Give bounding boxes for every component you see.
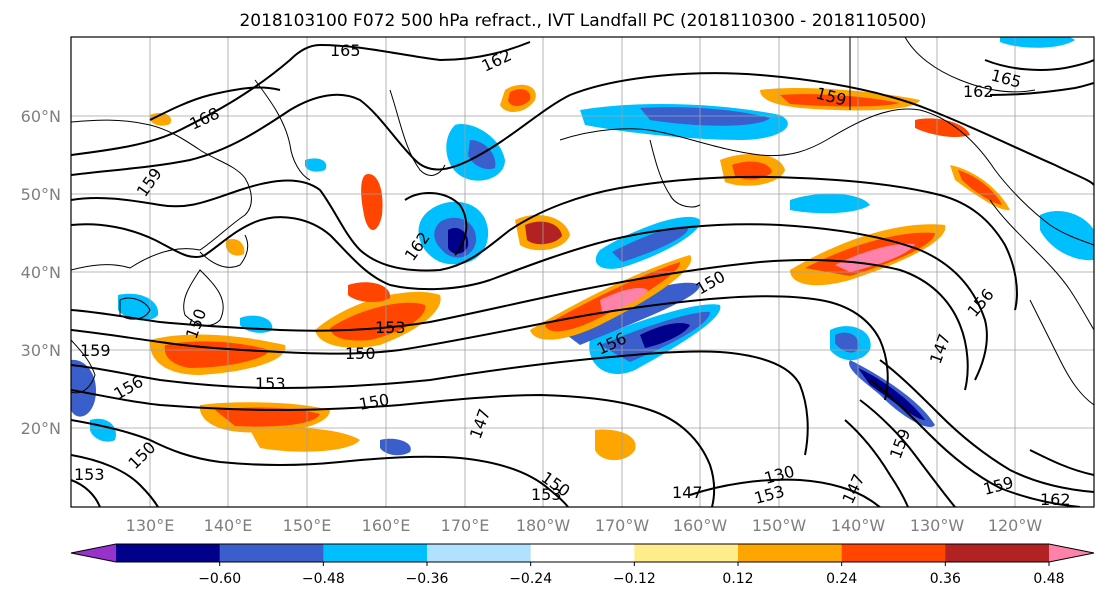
anomaly-blob [226,238,245,256]
contour-label: 147 [672,483,703,502]
colorbar-tick-label: −0.36 [406,571,449,587]
map-title: 2018103100 F072 500 hPa refract., IVT La… [239,11,926,31]
lon-label: 160°W [673,516,728,535]
anomaly-blob [330,302,426,341]
lon-label: 170°E [441,516,490,535]
anomaly-blob [595,429,636,461]
lon-label: 170°W [595,516,650,535]
colorbar-tick-label: −0.60 [198,571,241,587]
contour-label: 153 [255,374,286,393]
lon-label: 160°E [362,516,411,535]
latitude-labels: 60°N 50°N 40°N 30°N 20°N [21,107,61,438]
anomaly-blob [600,288,648,312]
lon-label: 130°W [910,516,965,535]
colorbar-tick-labels: −0.60 −0.48 −0.36 −0.24 −0.12 0.12 0.24 0.36 0.4… [198,571,1064,587]
contour-label: 159 [80,341,111,360]
longitude-labels: 130°E 140°E 150°E 160°E 170°E 180°W 170°… [126,516,1043,535]
anomaly-blob [508,89,531,106]
lon-label: 150°E [283,516,332,535]
contour-label: 150 [345,344,376,363]
lon-label: 180°W [516,516,571,535]
anomaly-blob [361,174,383,230]
colorbar-tick-label: 0.12 [722,571,753,587]
colorbar-swatch [427,544,532,562]
colorbar-swatch [116,544,221,562]
map-frame [70,36,1095,508]
anomaly-blob [640,107,770,126]
contour-label: 153 [74,465,105,484]
anomaly-blob [250,427,360,452]
colorbar-swatch [530,544,635,562]
colorbar-swatch [634,544,739,562]
colorbar-extend-max [1049,544,1094,562]
contour-label: 162 [1040,490,1071,509]
colorbar-swatch [945,544,1050,562]
anomaly-blob [790,193,870,214]
lon-label: 120°W [988,516,1043,535]
colorbar-tick-label: −0.12 [613,571,656,587]
anomaly-blob [780,94,900,107]
colorbar-tick-label: 0.36 [930,571,961,587]
anomaly-blob [71,359,96,417]
anomaly-blob [835,332,859,353]
lon-label: 130°E [126,516,175,535]
colorbar-swatch [738,544,843,562]
coastlines [71,37,1094,406]
graticule [71,37,1094,507]
contour-label: 153 [531,485,562,504]
colorbar-swatch [323,544,428,562]
lat-label: 50°N [21,185,61,204]
lon-label: 140°E [204,516,253,535]
anomaly-blob [380,438,411,456]
colorbar-swatch [841,544,946,562]
lat-label: 40°N [21,263,61,282]
anomaly-blob [118,293,159,321]
anomaly-blob [640,323,690,348]
anomaly-blob [560,282,700,345]
anomaly-blob [612,226,689,262]
anomaly-blob [858,368,925,420]
anomaly-blob [448,227,469,254]
lon-label: 150°W [752,516,807,535]
anomaly-blob [1040,210,1094,261]
lon-label: 140°W [831,516,886,535]
contour-label: 165 [330,41,361,60]
anomaly-blob [835,243,915,272]
lat-label: 30°N [21,341,61,360]
contour-label: 162 [963,82,994,101]
colorbar-swatch [219,544,324,562]
anomaly-blob [1000,37,1075,48]
lat-label: 20°N [21,419,61,438]
colorbar-tick-label: −0.24 [509,571,552,587]
anomaly-blob [305,158,327,172]
anomaly-blob [215,407,320,427]
lat-label: 60°N [21,107,61,126]
anomaly-blob [164,341,270,368]
colorbar-extend-min [71,544,116,562]
colorbar-outline [70,543,1095,563]
contour-label: 153 [375,318,406,337]
colorbar-tick-label: 0.48 [1033,571,1064,587]
colorbar-tick-label: −0.48 [302,571,345,587]
height-contours [71,41,1094,507]
anomaly-blob [732,161,772,180]
map-content: 165 162 168 159 162 159 153 150 156 153 … [71,37,1094,509]
anomaly-blob [525,221,562,245]
anomaly-blob [958,170,1002,205]
anomaly-blob [915,118,970,138]
colorbar-tick-label: 0.24 [826,571,857,587]
anomaly-blob [348,282,391,302]
colorbar [70,543,1095,566]
